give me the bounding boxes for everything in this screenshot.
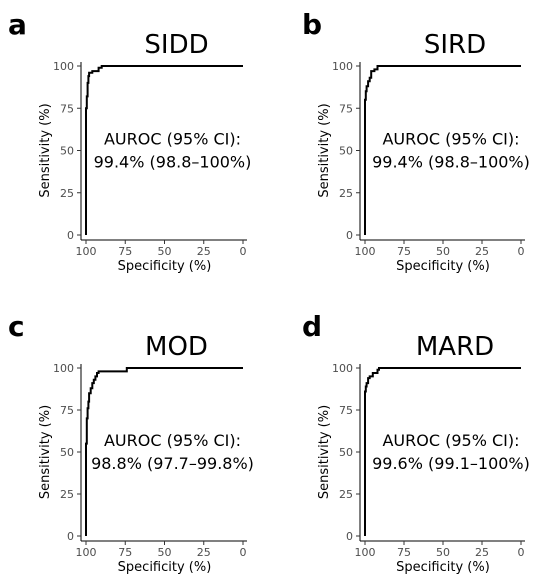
x-axis-label: Specificity (%) (396, 560, 490, 575)
auroc-annotation: AUROC (95% CI): (382, 431, 519, 450)
x-tick-label: 0 (240, 546, 247, 559)
y-tick-label: 100 (53, 60, 74, 73)
x-tick-label: 50 (436, 546, 450, 559)
x-axis-label: Specificity (%) (396, 259, 490, 274)
x-tick-label: 100 (76, 245, 97, 258)
y-tick-label: 50 (339, 446, 353, 459)
panel-b: b SIRD 0 25 50 75 100 100 75 50 25 0 Specificity (%)… (302, 8, 530, 274)
x-tick-label: 25 (197, 245, 211, 258)
auroc-annotation: AUROC (95% CI): (104, 130, 241, 149)
auroc-annotation: AUROC (95% CI): (104, 431, 241, 450)
panel-d: d MARD 0 25 50 75 100 100 75 50 25 0 Specificity (%)… (302, 310, 530, 575)
y-tick-label: 50 (60, 446, 74, 459)
x-tick-label: 75 (397, 546, 411, 559)
x-tick-label: 25 (475, 546, 489, 559)
auroc-annotation: AUROC (95% CI): (382, 130, 519, 149)
x-tick-label: 75 (397, 245, 411, 258)
x-tick-label: 100 (76, 546, 97, 559)
y-tick-label: 75 (339, 102, 353, 115)
x-tick-label: 75 (118, 245, 132, 258)
x-tick-label: 25 (475, 245, 489, 258)
y-tick-label: 25 (339, 187, 353, 200)
y-axis-label: Sensitivity (%) (317, 405, 332, 499)
x-axis-label: Specificity (%) (118, 560, 212, 575)
auroc-annotation: 99.4% (98.8–100%) (94, 153, 252, 172)
roc-curve (364, 65, 521, 235)
x-tick-label: 0 (518, 245, 525, 258)
y-tick-label: 0 (67, 530, 74, 543)
panel-a: a SIDD 0 25 50 75 100 100 75 50 25 0 Specificity (%)… (8, 8, 251, 274)
y-axis-label: Sensitivity (%) (317, 103, 332, 197)
x-tick-label: 100 (355, 546, 376, 559)
y-tick-label: 25 (339, 488, 353, 501)
x-tick-label: 25 (197, 546, 211, 559)
x-tick-label: 50 (436, 245, 450, 258)
y-tick-label: 100 (53, 362, 74, 375)
x-tick-label: 0 (240, 245, 247, 258)
panel-c: c MOD 0 25 50 75 100 100 75 50 25 0 Specificity (%) S… (8, 310, 254, 575)
y-tick-label: 75 (60, 404, 74, 417)
y-tick-label: 0 (67, 229, 74, 242)
y-tick-label: 100 (332, 362, 353, 375)
roc-curve (85, 65, 243, 235)
y-tick-label: 100 (332, 60, 353, 73)
panel-letter: a (8, 8, 27, 41)
roc-curve (364, 367, 521, 536)
y-axis-label: Sensitivity (%) (38, 103, 53, 197)
y-tick-label: 75 (60, 102, 74, 115)
y-axis-label: Sensitivity (%) (38, 405, 53, 499)
x-tick-label: 50 (158, 245, 172, 258)
y-tick-label: 75 (339, 404, 353, 417)
chart-title: SIDD (144, 30, 208, 60)
chart-title: MOD (145, 332, 208, 362)
x-tick-label: 100 (355, 245, 376, 258)
chart-title: MARD (416, 332, 494, 362)
x-tick-label: 75 (118, 546, 132, 559)
x-tick-label: 0 (518, 546, 525, 559)
y-tick-label: 0 (346, 229, 353, 242)
x-axis-label: Specificity (%) (118, 259, 212, 274)
auroc-annotation: 99.4% (98.8–100%) (372, 153, 530, 172)
y-tick-label: 25 (60, 488, 74, 501)
x-tick-label: 50 (158, 546, 172, 559)
y-tick-label: 50 (60, 145, 74, 158)
panel-letter: c (8, 310, 25, 343)
roc-curve (85, 367, 243, 536)
panel-letter: d (302, 310, 322, 343)
auroc-annotation: 98.8% (97.7–99.8%) (91, 454, 254, 473)
y-tick-label: 25 (60, 187, 74, 200)
chart-title: SIRD (424, 30, 486, 60)
auroc-annotation: 99.6% (99.1–100%) (372, 454, 530, 473)
y-tick-label: 0 (346, 530, 353, 543)
y-tick-label: 50 (339, 145, 353, 158)
panel-letter: b (302, 8, 322, 41)
